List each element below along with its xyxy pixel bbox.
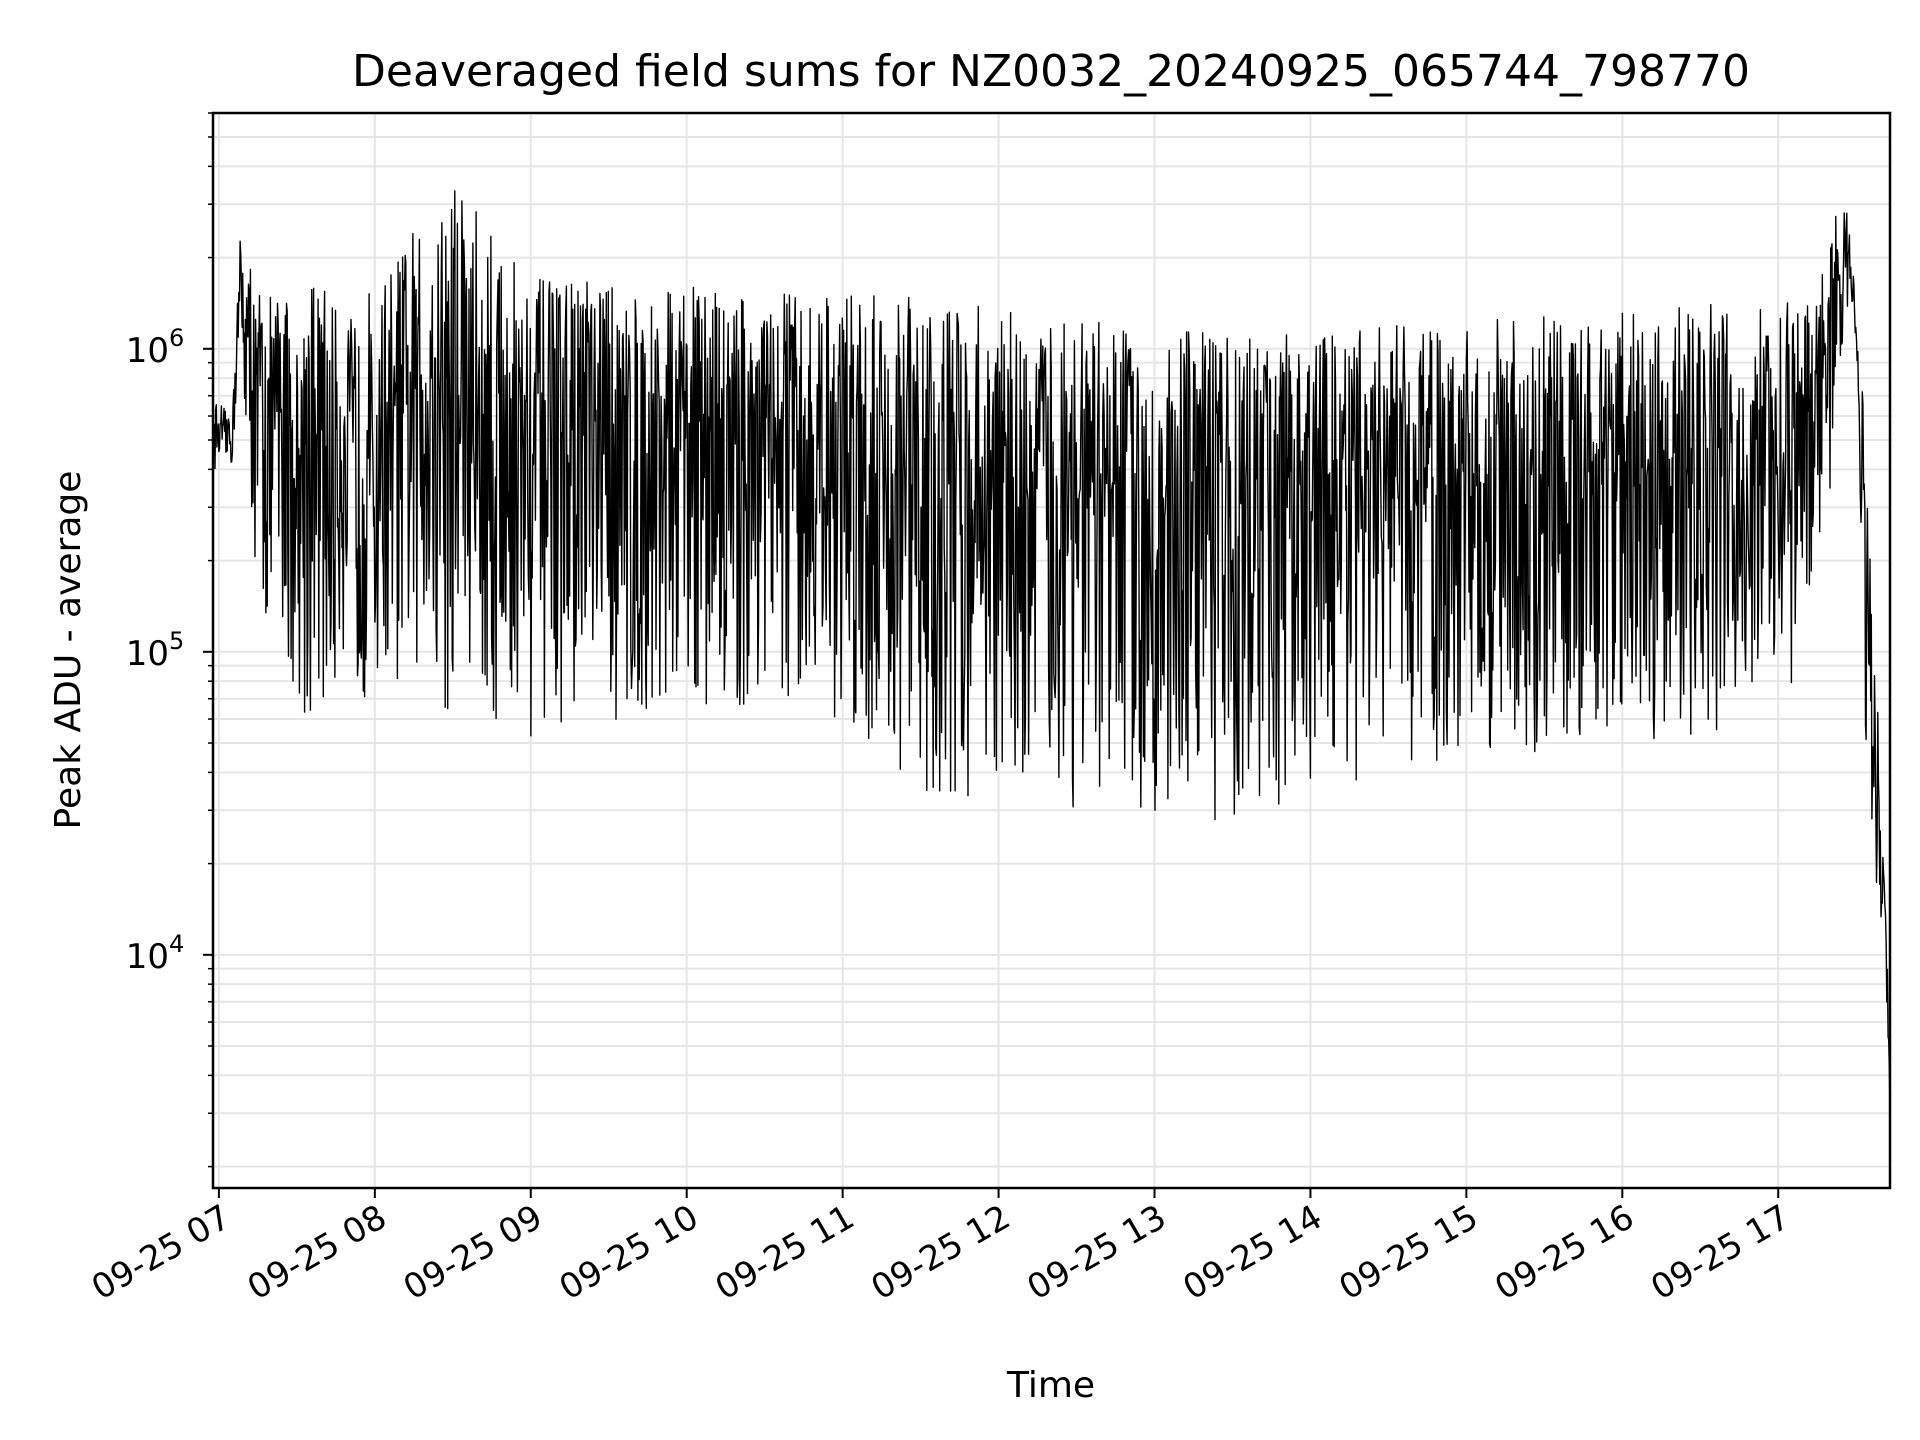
y-axis-label: Peak ADU - average: [48, 471, 89, 830]
series-layer: [213, 190, 1891, 1116]
y-tick-label: 106: [126, 324, 185, 371]
y-axis: 104 105 106: [126, 112, 213, 1168]
chart-title: Deaveraged field sums for NZ0032_2024092…: [352, 46, 1750, 97]
y-tick-label: 104: [126, 930, 185, 977]
series-line: [213, 190, 1891, 1116]
plot-frame: [211, 111, 1892, 1190]
y-tick-label: 105: [126, 627, 185, 674]
x-axis-label: Time: [1006, 1365, 1095, 1406]
